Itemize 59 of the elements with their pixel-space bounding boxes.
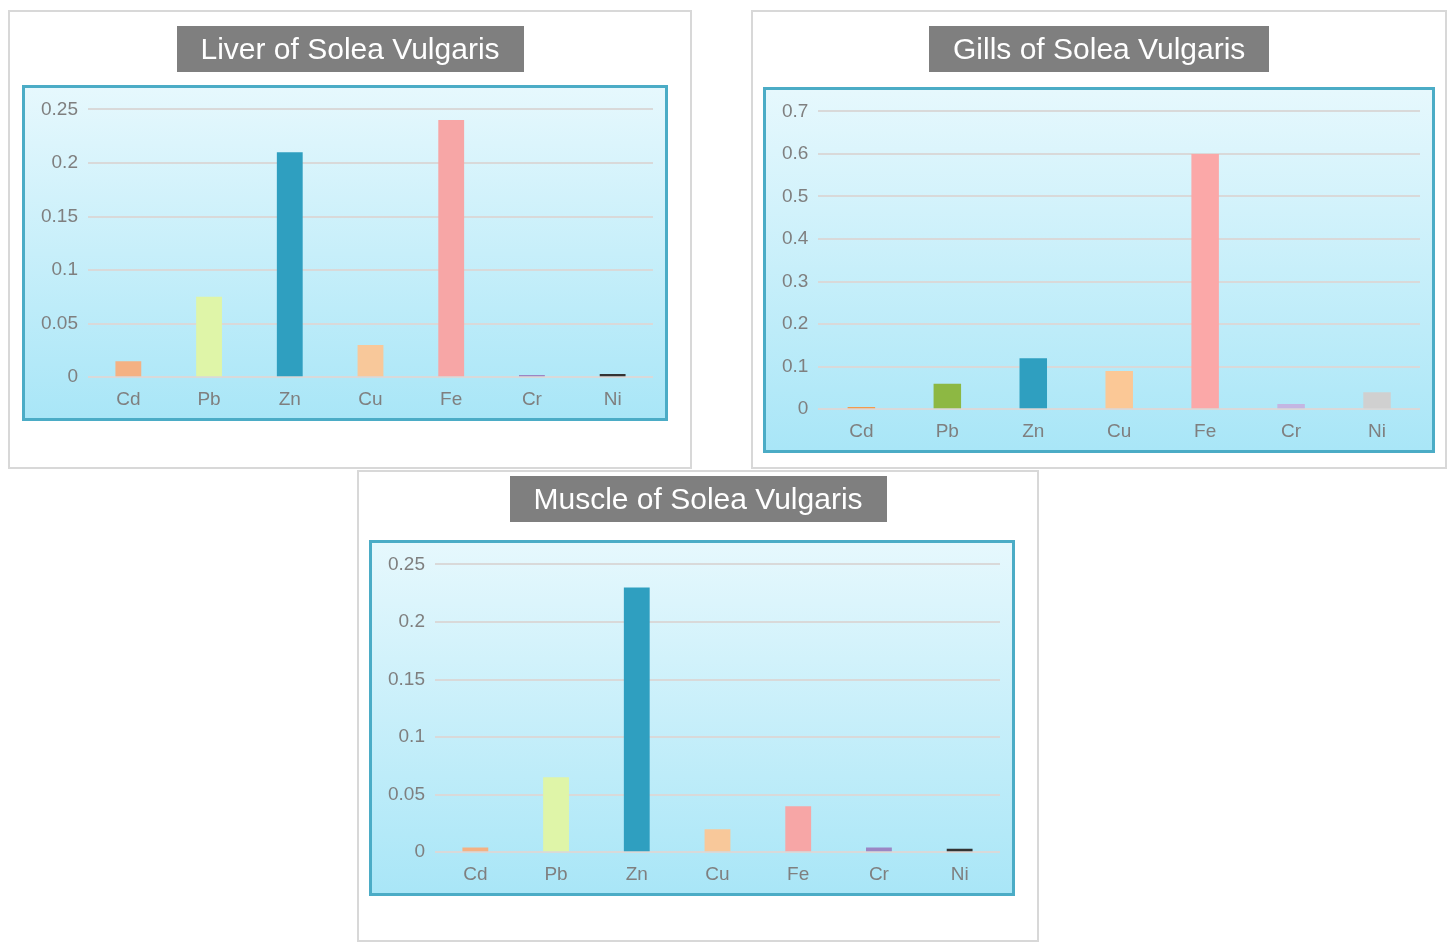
chart-title: Gills of Solea Vulgaris (929, 26, 1270, 72)
y-tick-label: 0.7 (781, 99, 809, 121)
chart-title: Liver of Solea Vulgaris (176, 26, 524, 72)
x-tick-label: Fe (440, 387, 463, 409)
y-tick-label: 0.05 (41, 311, 78, 333)
x-tick-label: Cu (705, 862, 730, 884)
x-tick-label: Cr (1281, 419, 1302, 441)
y-tick-label: 0 (67, 365, 78, 387)
x-tick-label: Ni (603, 387, 622, 409)
x-tick-label: Cu (1107, 419, 1132, 441)
chart-title: Muscle of Solea Vulgaris (509, 476, 887, 522)
y-tick-label: 0.15 (388, 667, 425, 689)
x-tick-label: Pb (544, 862, 568, 884)
bar (196, 296, 222, 377)
y-tick-label: 0.05 (388, 782, 425, 804)
x-tick-label: Pb (197, 387, 221, 409)
bar (543, 777, 569, 852)
x-tick-label: Cr (868, 862, 890, 884)
bar (276, 152, 303, 377)
bar (438, 120, 465, 377)
y-tick-label: 0 (797, 397, 809, 419)
y-tick-label: 0.1 (781, 354, 809, 376)
bar (599, 373, 626, 377)
y-tick-label: 0.25 (41, 97, 78, 119)
x-tick-label: Cd (116, 387, 141, 409)
y-tick-label: 0.2 (398, 610, 425, 632)
y-tick-label: 0.6 (781, 142, 809, 164)
x-tick-label: Zn (625, 862, 648, 884)
y-tick-label: 0.2 (51, 151, 78, 173)
bar (357, 345, 384, 377)
x-tick-label: Fe (787, 862, 810, 884)
x-tick-label: Zn (1022, 419, 1045, 441)
bar (704, 829, 731, 852)
y-tick-label: 0 (414, 840, 425, 862)
x-tick-label: Zn (278, 387, 301, 409)
y-tick-label: 0.25 (388, 552, 425, 574)
y-tick-label: 0.5 (781, 184, 809, 206)
y-tick-label: 0.2 (781, 312, 809, 334)
bar (785, 806, 812, 852)
bar (115, 361, 142, 377)
bar (623, 587, 650, 852)
bar (1277, 404, 1305, 409)
x-tick-label: Ni (950, 862, 969, 884)
x-tick-label: Pb (935, 419, 959, 441)
x-tick-label: Ni (1368, 419, 1387, 441)
y-tick-label: 0.1 (51, 258, 78, 280)
y-tick-label: 0.4 (781, 227, 809, 249)
bar (1019, 358, 1048, 409)
x-tick-label: Cd (849, 419, 874, 441)
y-tick-label: 0.15 (41, 204, 78, 226)
bar (1105, 370, 1133, 409)
x-tick-label: Cr (521, 387, 543, 409)
bar (1191, 153, 1219, 409)
x-tick-label: Fe (1194, 419, 1217, 441)
y-tick-label: 0.3 (781, 269, 809, 291)
bar (933, 383, 962, 409)
y-tick-label: 0.1 (398, 725, 425, 747)
x-tick-label: Cd (463, 862, 488, 884)
x-tick-label: Cu (358, 387, 383, 409)
